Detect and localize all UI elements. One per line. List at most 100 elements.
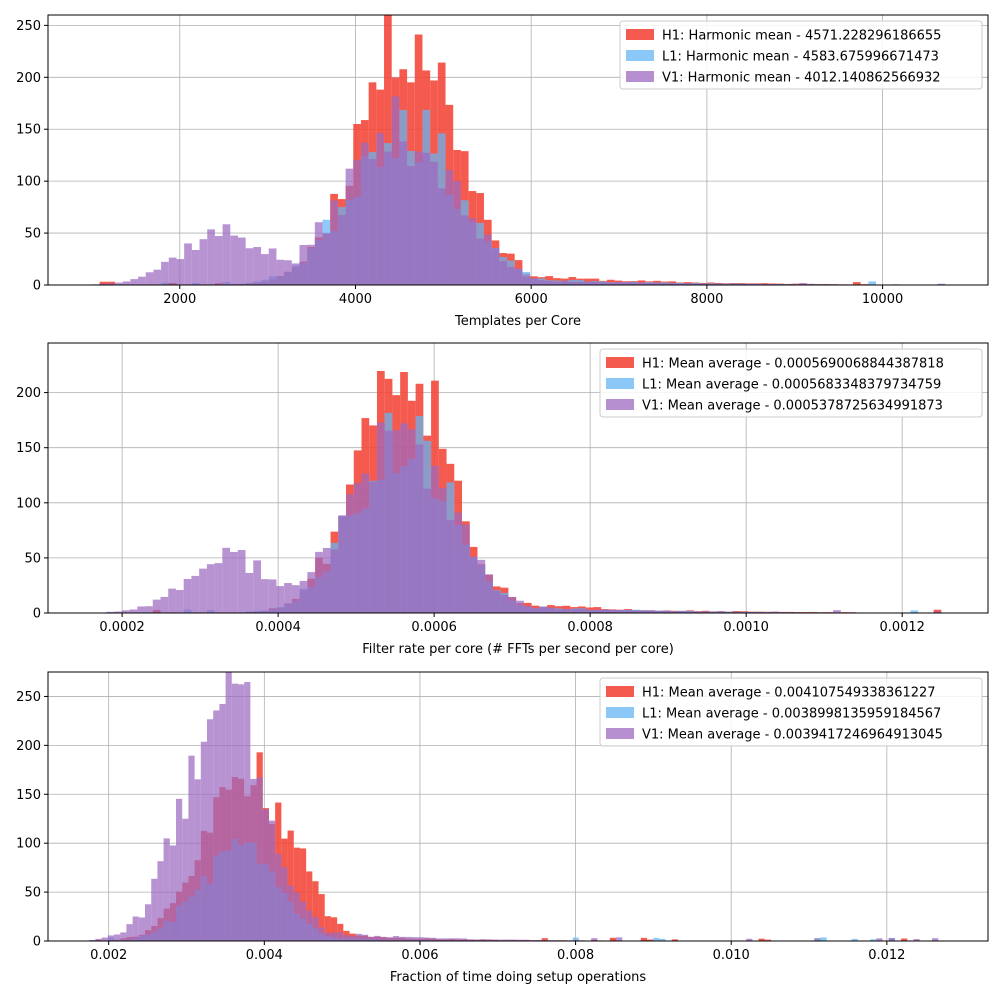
- bar-V1: [161, 261, 169, 285]
- bar-V1: [608, 609, 617, 613]
- x-axis-label: Filter rate per core (# FFTs per second …: [362, 642, 674, 657]
- bar-V1: [516, 939, 524, 941]
- x-tick-label: 8000: [690, 292, 723, 307]
- bar-V1: [95, 938, 102, 941]
- bar-L1: [572, 937, 579, 941]
- bar-V1: [507, 266, 515, 285]
- bar-V1: [438, 487, 447, 613]
- bar-V1: [399, 141, 408, 285]
- bar-V1: [145, 606, 153, 613]
- bar-V1: [932, 938, 939, 941]
- histogram-panel-2: 0.0002 0.0004 0.0006 0.0008 0.0010 0.0012 0 50 1…: [16, 342, 989, 657]
- bar-V1: [353, 483, 362, 613]
- y-tick-label: 150: [16, 441, 41, 456]
- bar-V1: [199, 568, 207, 613]
- legend-swatch-L1: [606, 707, 634, 718]
- bar-V1: [230, 235, 238, 285]
- bar-V1: [183, 578, 192, 613]
- bar-V1: [260, 579, 269, 613]
- bar-V1: [415, 444, 424, 613]
- bar-V1: [276, 586, 285, 613]
- legend-label-V1: V1: Mean average - 0.0039417246964913045: [642, 728, 943, 743]
- bar-V1: [168, 588, 176, 613]
- bar-V1: [122, 281, 131, 285]
- bar-V1: [593, 609, 602, 613]
- bar-V1: [214, 563, 223, 613]
- bar-V1: [284, 260, 292, 285]
- bar-V1: [306, 910, 313, 941]
- bar-V1: [361, 473, 370, 613]
- bar-L1: [868, 281, 876, 285]
- bar-V1: [531, 608, 540, 613]
- bar-V1: [645, 283, 654, 285]
- x-tick-label: 4000: [339, 292, 372, 307]
- bar-V1: [245, 248, 254, 285]
- bar-V1: [225, 672, 232, 941]
- bar-V1: [206, 564, 215, 613]
- bar-V1: [106, 611, 115, 613]
- bar-V1: [191, 250, 200, 285]
- bar-V1: [468, 218, 477, 285]
- bar-V1: [261, 254, 269, 285]
- series-V1: [106, 422, 942, 613]
- bar-V1: [430, 937, 437, 941]
- bar-V1: [132, 916, 139, 941]
- bar-V1: [599, 282, 607, 285]
- bar-V1: [437, 188, 446, 285]
- bar-V1: [522, 276, 531, 285]
- bar-V1: [400, 423, 408, 613]
- bar-V1: [399, 936, 406, 941]
- bar-V1: [312, 916, 319, 941]
- bar-V1: [417, 937, 424, 941]
- bar-L1: [814, 938, 821, 941]
- bar-V1: [454, 512, 463, 613]
- bar-H1: [758, 938, 765, 941]
- bar-V1: [376, 422, 385, 613]
- y-tick-label: 200: [16, 386, 41, 401]
- bar-V1: [624, 610, 633, 613]
- bar-V1: [473, 939, 480, 941]
- bar-V1: [380, 936, 387, 941]
- bar-H1: [312, 881, 319, 941]
- bar-V1: [360, 142, 369, 285]
- bar-V1: [384, 430, 393, 613]
- bar-V1: [714, 283, 723, 285]
- y-tick-label: 200: [16, 739, 41, 754]
- bar-V1: [467, 939, 474, 941]
- bar-V1: [250, 778, 257, 941]
- bar-V1: [268, 820, 276, 941]
- series-V1: [89, 672, 939, 941]
- bar-V1: [545, 280, 554, 285]
- bar-V1: [591, 281, 600, 285]
- bar-V1: [353, 159, 361, 285]
- bar-V1: [253, 247, 262, 285]
- legend-box: [599, 677, 983, 747]
- legend: H1: Mean average - 0.004107549338361227 L…: [599, 677, 983, 747]
- bar-L1: [910, 610, 919, 613]
- bar-V1: [670, 611, 679, 613]
- bar-V1: [314, 222, 323, 285]
- bar-H1: [318, 894, 325, 941]
- bar-V1: [114, 934, 121, 941]
- histogram-panel-1: 2000 4000 6000 8000 10000 0 50 100 150 200 250 Temp…: [16, 14, 989, 329]
- axes-frame: [47, 671, 989, 942]
- bar-V1: [157, 861, 164, 941]
- bars: [89, 672, 939, 941]
- bar-V1: [291, 585, 300, 613]
- bar-V1: [299, 901, 307, 941]
- bar-V1: [293, 892, 300, 941]
- bar-L1: [851, 938, 858, 941]
- bar-V1: [535, 939, 542, 941]
- bar-V1: [126, 924, 133, 941]
- legend-label-H1: H1: Mean average - 0.0005690068844387818: [642, 357, 944, 372]
- bar-V1: [888, 938, 895, 941]
- bar-V1: [138, 276, 146, 285]
- bar-V1: [194, 779, 201, 941]
- bar-V1: [833, 610, 841, 613]
- bar-V1: [407, 429, 416, 613]
- bar-H1: [306, 871, 313, 941]
- bar-V1: [637, 282, 646, 285]
- bar-V1: [622, 281, 631, 285]
- bar-V1: [346, 494, 354, 613]
